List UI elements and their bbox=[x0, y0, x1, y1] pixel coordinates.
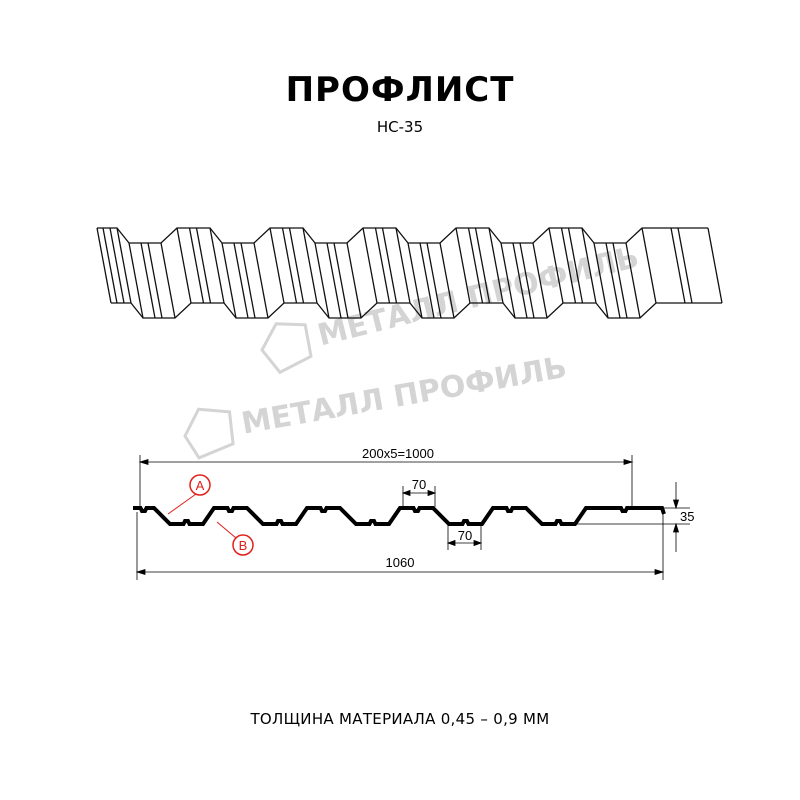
sheet-rib-line bbox=[109, 227, 125, 304]
watermark-text: МЕТАЛЛ ПРОФИЛЬ bbox=[314, 240, 642, 354]
sheet-rib-line bbox=[467, 227, 484, 304]
sheet-rib-line bbox=[140, 242, 156, 319]
dim-bottom-flat-label: 70 bbox=[458, 528, 472, 543]
sheet-fold-line bbox=[500, 242, 516, 319]
sheet-rib-line bbox=[333, 242, 349, 319]
sheet-fold-line bbox=[439, 242, 455, 319]
sheet-rib-line bbox=[612, 242, 628, 319]
dim-pitch-label: 200x5=1000 bbox=[362, 446, 434, 461]
sheet-fold-line bbox=[641, 227, 657, 304]
sheet-rib-line bbox=[512, 242, 528, 319]
sheet-bottom-edge bbox=[111, 302, 722, 319]
sheet-3d-view bbox=[96, 227, 723, 319]
sheet-rib-line bbox=[426, 242, 442, 319]
sheet-fold-line bbox=[128, 242, 144, 319]
callout-a: A bbox=[167, 474, 211, 515]
sheet-rib-line bbox=[288, 227, 305, 304]
sheet-fold-line bbox=[532, 242, 548, 319]
watermark-top: МЕТАЛЛ ПРОФИЛЬ bbox=[260, 240, 642, 375]
sheet-fold-line bbox=[221, 242, 237, 319]
dim-total-label: 1060 bbox=[386, 555, 415, 570]
sheet-fold-line bbox=[407, 242, 423, 319]
sheet-rib-line bbox=[240, 242, 256, 319]
sheet-fold-line bbox=[176, 227, 192, 304]
sheet-rib-line bbox=[519, 242, 535, 319]
sheet-rib-line bbox=[677, 227, 693, 304]
material-thickness: ТОЛЩИНА МАТЕРИАЛА 0,45 – 0,9 ММ bbox=[250, 710, 550, 728]
sheet-rib-line bbox=[195, 227, 212, 304]
dimension-lines bbox=[135, 455, 690, 580]
sheet-rib-line bbox=[670, 227, 686, 304]
sheet-rib-line bbox=[374, 227, 391, 304]
sheet-fold-line bbox=[253, 242, 269, 319]
sheet-top-edge bbox=[97, 227, 708, 244]
sheet-fold-line bbox=[581, 227, 597, 304]
sheet-rib-line bbox=[147, 242, 163, 319]
profile-section bbox=[133, 506, 666, 526]
sheet-fold-line bbox=[593, 242, 609, 319]
sheet-fold-line bbox=[302, 227, 318, 304]
callout-b-label: B bbox=[239, 538, 248, 553]
sheet-fold-line bbox=[362, 227, 378, 304]
callout-b: B bbox=[216, 521, 254, 556]
sheet-rib-line bbox=[281, 227, 298, 304]
watermark-bottom: МЕТАЛЛ ПРОФИЛЬ bbox=[183, 350, 570, 460]
sheet-rib-line bbox=[605, 242, 621, 319]
sheet-fold-line bbox=[160, 242, 176, 319]
sheet-fold-line bbox=[548, 227, 564, 304]
sheet-rib-line bbox=[474, 227, 491, 304]
sheet-fold-line bbox=[395, 227, 411, 304]
sheet-rib-line bbox=[233, 242, 249, 319]
watermark-logo-icon bbox=[260, 322, 313, 375]
sheet-rib-line bbox=[567, 227, 584, 304]
dim-top-flat-label: 70 bbox=[412, 477, 426, 492]
sheet-rib-line bbox=[560, 227, 577, 304]
sheet-rib-line bbox=[326, 242, 342, 319]
callout-a-label: A bbox=[196, 478, 205, 493]
sheet-fold-line bbox=[209, 227, 225, 304]
sheet-fold-line bbox=[96, 227, 112, 304]
sheet-fold-line bbox=[314, 242, 330, 319]
sheet-fold-line bbox=[707, 227, 723, 304]
watermark-text: МЕТАЛЛ ПРОФИЛЬ bbox=[239, 350, 570, 442]
sheet-rib-line bbox=[102, 227, 118, 304]
sheet-rib-line bbox=[381, 227, 398, 304]
sheet-fold-line bbox=[455, 227, 471, 304]
sheet-fold-line bbox=[625, 242, 641, 319]
watermark-logo-icon bbox=[183, 407, 235, 460]
model-code: НС-35 bbox=[376, 118, 424, 136]
sheet-fold-line bbox=[488, 227, 504, 304]
sheet-fold-line bbox=[346, 242, 362, 319]
dim-height-label: 35 bbox=[680, 509, 694, 524]
page-title: ПРОФЛИСТ bbox=[285, 70, 515, 110]
sheet-fold-line bbox=[116, 227, 132, 304]
sheet-rib-line bbox=[419, 242, 435, 319]
sheet-fold-line bbox=[269, 227, 285, 304]
sheet-rib-line bbox=[188, 227, 205, 304]
